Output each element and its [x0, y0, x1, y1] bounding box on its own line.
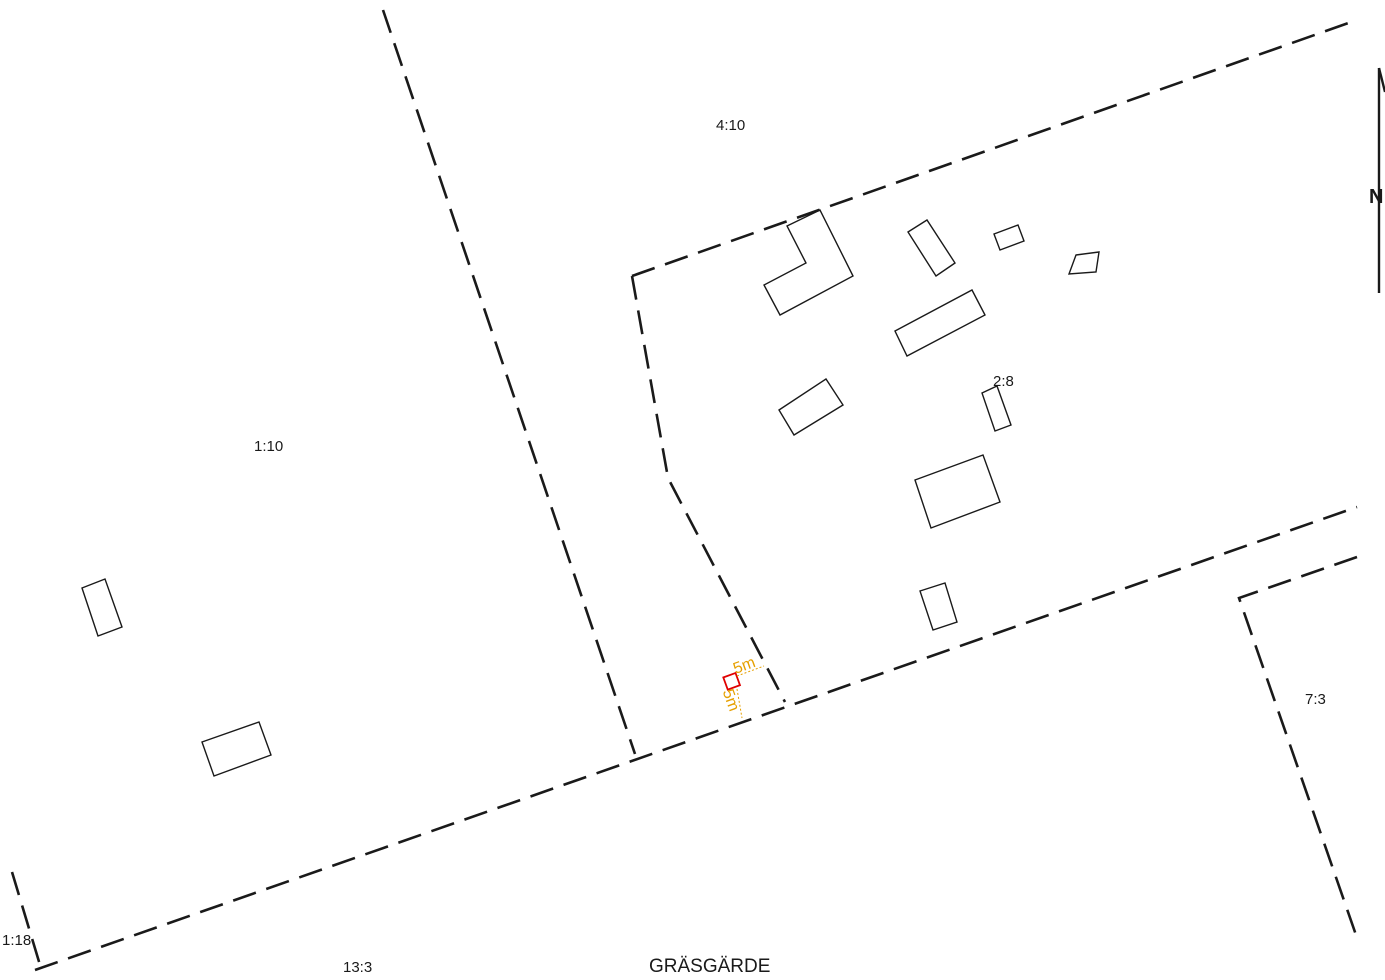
boundary-plot-2-8-west: [630, 275, 787, 703]
north-arrow-head: [1377, 67, 1385, 93]
measure-label-horizontal: 5m: [731, 654, 758, 678]
building: [81, 578, 123, 637]
boundary-west-road: [381, 9, 637, 755]
location-marker: [722, 671, 742, 691]
parcel-label-7-3: 7:3: [1305, 691, 1326, 708]
parcel-labels: 4:10 1:10 2:8 7:3 13:3 1:18 GRÄSGÄRDE: [2, 117, 1326, 977]
measure-line-vertical: [736, 688, 743, 719]
property-boundaries: [10, 9, 1358, 972]
boundary-west-edge: [10, 871, 42, 966]
building: [778, 378, 844, 436]
building: [201, 721, 272, 777]
building: [894, 289, 986, 357]
building: [919, 582, 958, 631]
building: [1067, 251, 1100, 275]
parcel-label-4-10: 4:10: [716, 117, 745, 134]
building: [993, 224, 1025, 251]
measure-line-horizontal: [736, 665, 765, 677]
boundary-plot-2-8-north: [631, 18, 1358, 278]
buildings: [81, 209, 1100, 777]
boundary-main-south: [34, 505, 1358, 972]
parcel-label-1-10: 1:10: [254, 438, 283, 455]
north-arrow: N: [1369, 67, 1385, 293]
measure-label-vertical: 5m: [719, 687, 743, 714]
building: [914, 454, 1001, 529]
parcel-label-edge: 1:18: [2, 932, 31, 949]
parcel-label-13-3: 13:3: [343, 959, 372, 976]
boundary-plot-7-3: [1237, 555, 1358, 936]
parcel-label-2-8: 2:8: [993, 373, 1014, 390]
building: [907, 219, 956, 277]
building-l-shaped: [763, 209, 854, 316]
measurement-group: 5m 5m: [719, 654, 765, 719]
north-letter: N: [1369, 186, 1383, 208]
place-name-label: GRÄSGÄRDE: [649, 956, 770, 977]
building: [981, 385, 1012, 432]
